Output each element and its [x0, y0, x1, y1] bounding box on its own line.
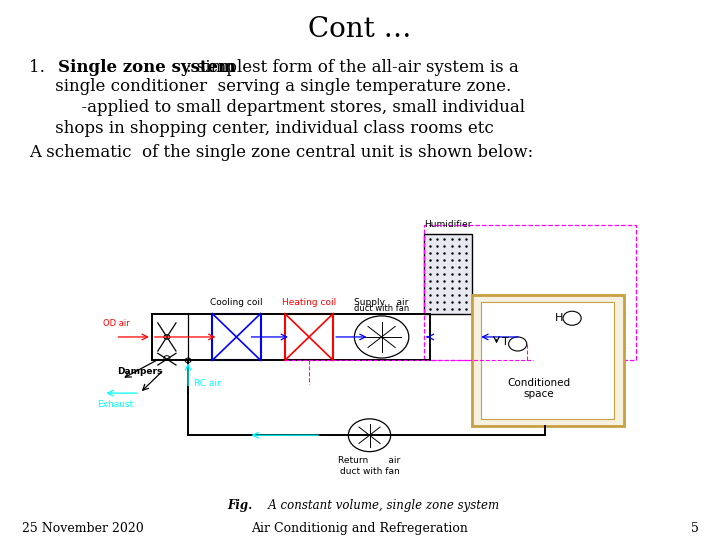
- Text: shops in shopping center, individual class rooms etc: shops in shopping center, individual cla…: [29, 120, 493, 137]
- Text: Cooling coil: Cooling coil: [210, 298, 263, 307]
- Text: Dampers: Dampers: [117, 367, 163, 376]
- Bar: [472, 295, 624, 426]
- Bar: [212, 314, 261, 360]
- Bar: [285, 314, 333, 360]
- Text: Supply    air: Supply air: [354, 298, 409, 307]
- Bar: [482, 302, 614, 419]
- Text: RC air: RC air: [194, 379, 221, 388]
- Text: duct with fan: duct with fan: [354, 303, 409, 313]
- Text: T: T: [502, 336, 508, 347]
- Text: Air Conditionig and Refregeration: Air Conditionig and Refregeration: [251, 522, 469, 535]
- Text: OD air: OD air: [104, 319, 130, 328]
- Text: 25 November 2020: 25 November 2020: [22, 522, 143, 535]
- Text: A constant volume, single zone system: A constant volume, single zone system: [257, 500, 499, 512]
- Text: 1.: 1.: [29, 59, 55, 76]
- Text: : simplest form of the all-air system is a: : simplest form of the all-air system is…: [186, 59, 518, 76]
- Text: Fig.: Fig.: [227, 500, 252, 512]
- Text: Single zone system: Single zone system: [58, 59, 235, 76]
- Text: Exhaust: Exhaust: [97, 400, 134, 409]
- Text: 5: 5: [690, 522, 698, 535]
- Text: Conditioned
space: Conditioned space: [508, 377, 570, 399]
- Text: single conditioner  serving a single temperature zone.: single conditioner serving a single temp…: [29, 78, 511, 95]
- Text: -applied to small department stores, small individual: -applied to small department stores, sma…: [29, 99, 525, 117]
- Text: Heating coil: Heating coil: [282, 298, 336, 307]
- Text: Return       air
duct with fan: Return air duct with fan: [338, 456, 400, 476]
- Text: Humidifier: Humidifier: [424, 220, 472, 230]
- Text: H: H: [554, 313, 563, 323]
- Bar: [424, 234, 472, 314]
- Text: Cont …: Cont …: [308, 16, 412, 43]
- Text: A schematic  of the single zone central unit is shown below:: A schematic of the single zone central u…: [29, 144, 533, 161]
- Bar: [424, 225, 636, 360]
